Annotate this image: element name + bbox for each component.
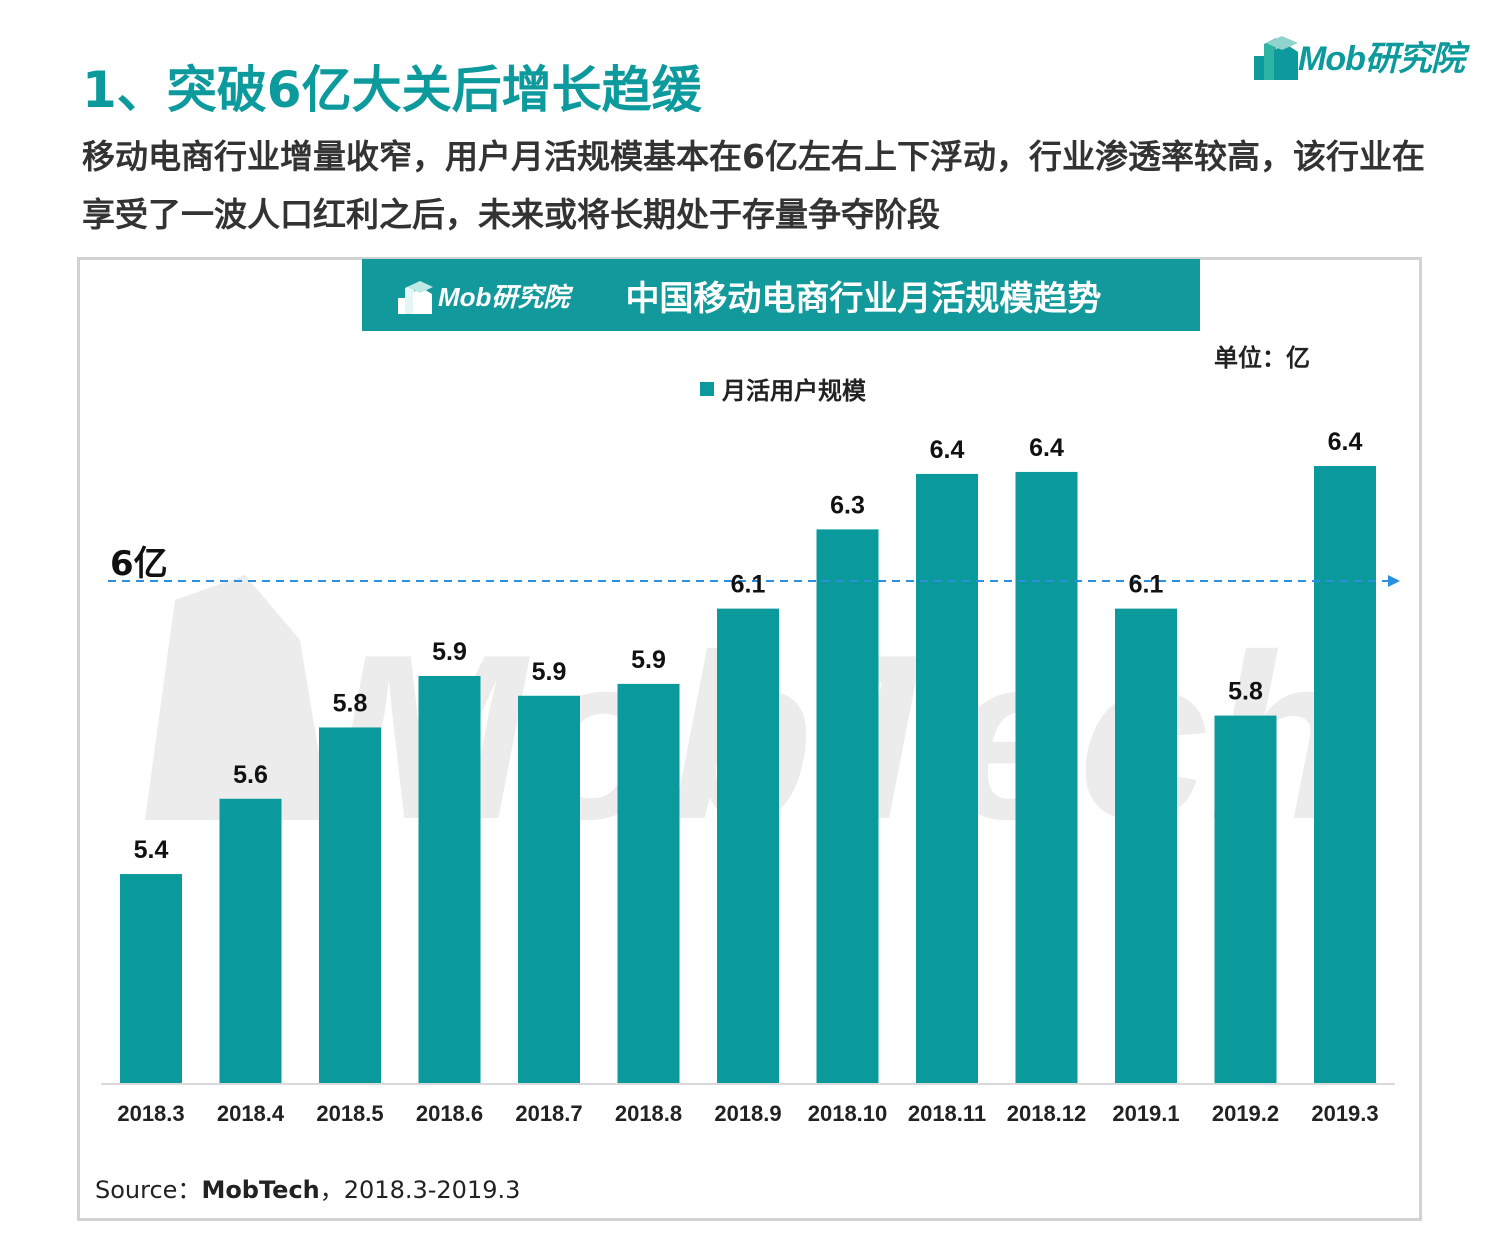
- data-label-2018.3: 5.4: [134, 836, 169, 864]
- banner-logo: Mob研究院: [396, 277, 569, 314]
- bar-2018.7: [518, 695, 580, 1084]
- page-subtitle: 移动电商行业增量收窄，用户月活规模基本在6亿左右上下浮动，行业渗透率较高，该行业…: [82, 137, 1425, 234]
- x-tick-label-2019.1: 2019.1: [1112, 1101, 1179, 1126]
- watermark-logo-shape: [145, 575, 330, 820]
- bar-2018.9: [717, 608, 779, 1084]
- bar-2019.2: [1214, 715, 1277, 1084]
- data-label-2018.7: 5.9: [532, 658, 567, 686]
- legend-swatch: [700, 381, 714, 396]
- bar-2018.8: [617, 683, 680, 1084]
- bar-2019.3: [1314, 466, 1376, 1084]
- unit-label: 单位：亿: [1214, 344, 1310, 372]
- data-label-2018.6: 5.9: [432, 638, 467, 666]
- x-tick-label-2018.7: 2018.7: [515, 1101, 582, 1126]
- x-tick-label-2018.11: 2018.11: [908, 1101, 986, 1126]
- data-label-2019.2: 5.8: [1228, 678, 1263, 706]
- source-org: MobTech: [201, 1176, 320, 1204]
- bar-2018.11: [916, 473, 978, 1084]
- brand-logo: Mob研究院: [1252, 30, 1465, 80]
- bar-2018.6: [418, 675, 481, 1084]
- legend-label: 月活用户规模: [722, 377, 866, 405]
- x-tick-label-2018.4: 2018.4: [217, 1101, 285, 1126]
- data-label-2018.8: 5.9: [631, 646, 666, 674]
- x-tick-label-2018.5: 2018.5: [316, 1101, 383, 1126]
- bar-2019.1: [1115, 608, 1177, 1084]
- data-label-2019.3: 6.4: [1328, 428, 1363, 456]
- bar-2018.12: [1015, 471, 1078, 1084]
- chart-legend: 月活用户规模: [700, 371, 866, 406]
- building-logo-icon: [1254, 36, 1298, 80]
- page-title: 1、突破6亿大关后增长趋缓: [82, 61, 702, 119]
- reference-arrow-icon: [1388, 575, 1400, 587]
- data-label-2018.4: 5.6: [233, 761, 268, 789]
- banner-logo-text: Mob研究院: [438, 281, 570, 312]
- reference-line-label: 6亿: [110, 544, 168, 584]
- bar-2018.3: [120, 874, 182, 1084]
- data-label-2018.9: 6.1: [731, 571, 766, 599]
- x-tick-label-2019.3: 2019.3: [1311, 1101, 1378, 1126]
- data-label-2018.11: 6.4: [930, 436, 965, 464]
- chart-banner: Mob研究院 中国移动电商行业月活规模趋势: [362, 259, 1200, 331]
- source-note: Source：MobTech，2018.3-2019.3: [95, 1170, 520, 1205]
- x-tick-label-2018.3: 2018.3: [117, 1101, 184, 1126]
- data-label-2018.10: 6.3: [830, 491, 865, 519]
- x-tick-label-2018.10: 2018.10: [808, 1101, 888, 1126]
- brand-logo-text: Mob研究院: [1298, 40, 1465, 78]
- x-tick-label-2018.9: 2018.9: [714, 1101, 781, 1126]
- x-tick-label-2019.2: 2019.2: [1212, 1101, 1279, 1126]
- data-label-2018.12: 6.4: [1029, 434, 1064, 462]
- source-prefix: Source：: [95, 1176, 202, 1204]
- x-tick-label-2018.12: 2018.12: [1007, 1101, 1087, 1126]
- bar-2018.10: [816, 529, 879, 1084]
- data-label-2018.5: 5.8: [333, 689, 368, 717]
- source-suffix: ，2018.3-2019.3: [319, 1176, 521, 1204]
- bar-2018.4: [219, 798, 282, 1084]
- chart-title: 中国移动电商行业月活规模趋势: [625, 278, 1102, 319]
- data-label-2019.1: 6.1: [1129, 571, 1164, 599]
- x-tick-label-2018.8: 2018.8: [615, 1101, 682, 1126]
- building-logo-icon: [398, 280, 433, 314]
- bar-2018.5: [319, 727, 381, 1084]
- x-tick-label-2018.6: 2018.6: [416, 1101, 483, 1126]
